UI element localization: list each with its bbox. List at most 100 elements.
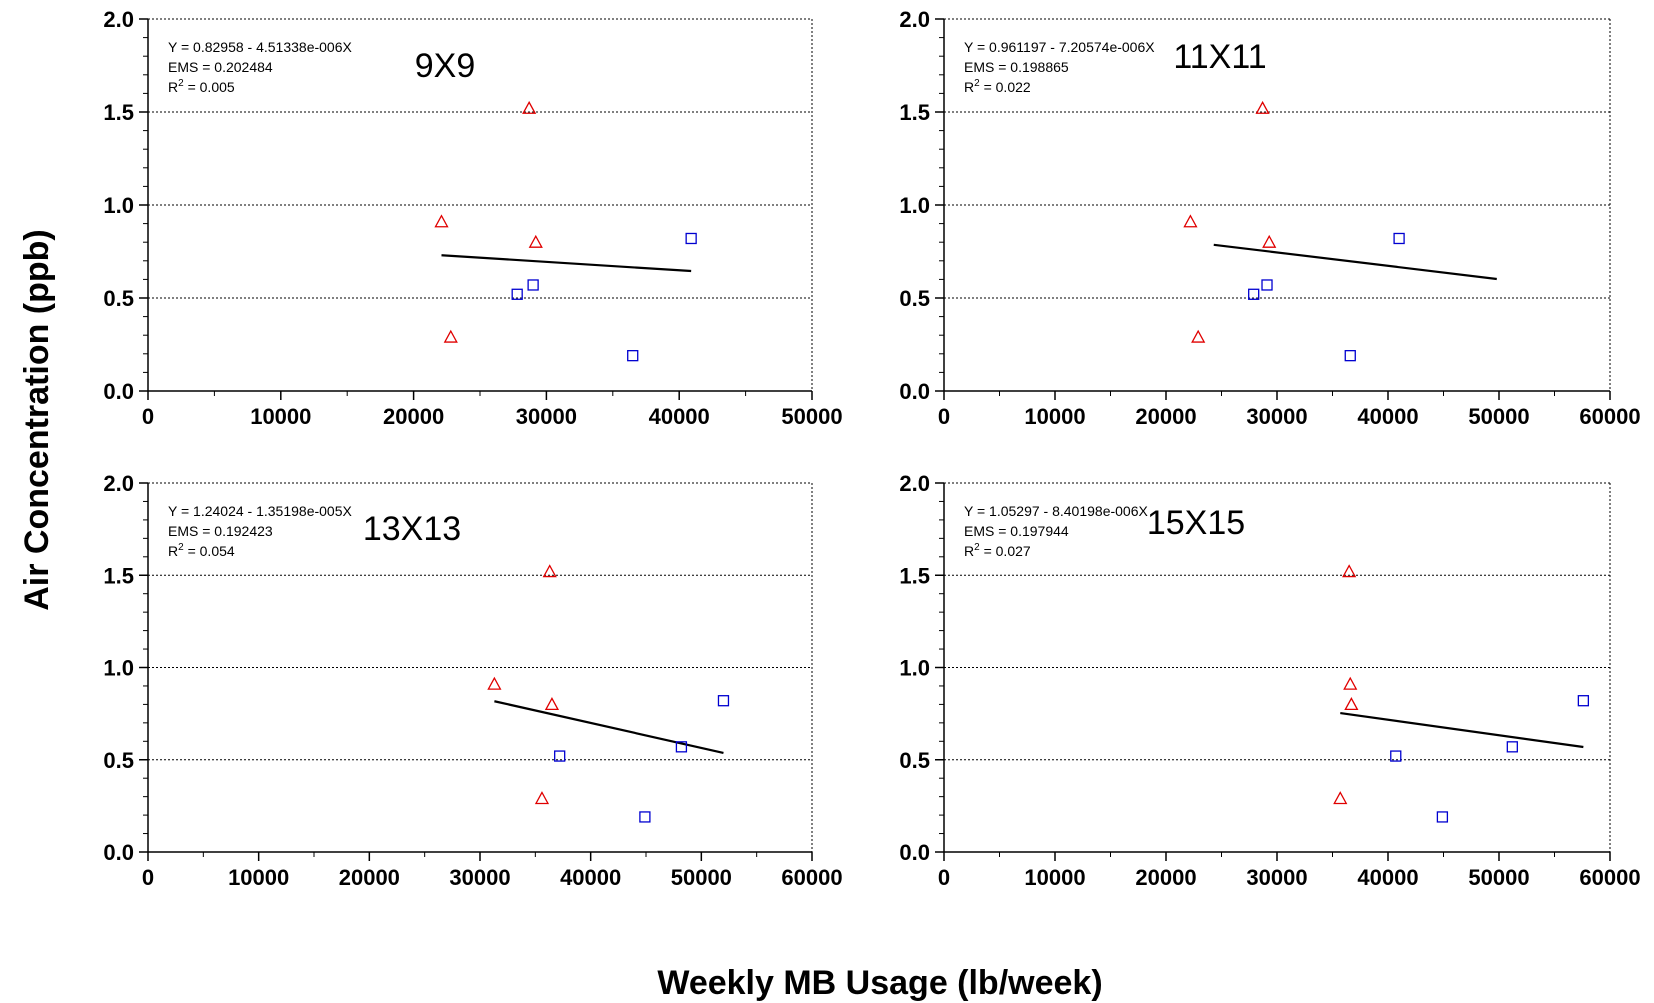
square-point [717,695,730,707]
triangle-point [1343,676,1358,690]
square-point [675,741,688,753]
y-tick-label: 0.5 [899,286,930,311]
x-tick-label: 20000 [339,865,400,890]
chart-panel-2: 0.0 0.5 1.0 1.5 2.0 0 10000 20000 30000 40000 5000… [899,7,1640,429]
y-tick-label: 1.0 [103,656,134,681]
y-tick-label: 0.5 [103,748,134,773]
chart-panel-4: 0.0 0.5 1.0 1.5 2.0 0 10000 20000 30000 40000 5000… [899,471,1640,890]
x-tick-label: 60000 [1579,865,1640,890]
chart-panel-3: 0.0 0.5 1.0 1.5 2.0 0 10000 20000 30000 40000 5000… [103,471,842,890]
y-axis-title: Air Concentration (ppb) [18,229,56,611]
regression-line [1340,711,1584,749]
y-tick-label: 2.0 [103,471,134,496]
square-point [527,279,539,291]
regression-line [1213,243,1497,281]
x-tick-label: 0 [142,404,154,429]
ems-value: EMS = 0.202484 [168,59,273,75]
panel-title: 15X15 [1147,504,1245,542]
triangle-point [542,564,557,578]
x-tick-label: 40000 [560,865,621,890]
panels: 0.0 0.5 1.0 1.5 2.0 0 10000 20000 30000 40000 5000… [103,7,1640,890]
r-squared-value: R2 = 0.027 [964,542,1031,559]
y-tick-label: 0.5 [899,748,930,773]
triangle-point [1342,564,1357,578]
triangle-point [487,676,502,690]
y-tick-label: 1.0 [899,656,930,681]
regression-line [494,700,724,754]
y-tick-label: 1.5 [103,100,134,125]
square-point [1436,811,1449,823]
x-tick-label: 50000 [1468,404,1529,429]
x-tick-label: 0 [142,865,154,890]
square-point [685,232,697,245]
y-tick-label: 0.0 [899,379,930,404]
regression-equation: Y = 0.961197 - 7.20574e-006X [964,39,1155,55]
x-tick-label: 40000 [1357,865,1418,890]
r-squared-value: R2 = 0.054 [168,542,235,559]
y-tick-label: 2.0 [899,7,930,32]
x-tick-label: 30000 [1246,865,1307,890]
x-tick-label: 50000 [1468,865,1529,890]
triangle-point [434,214,449,228]
x-tick-label: 40000 [649,404,710,429]
x-tick-label: 10000 [250,404,311,429]
square-point [627,350,639,362]
triangle-point [1333,791,1348,805]
x-tick-label: 10000 [1024,865,1085,890]
x-tick-label: 20000 [1135,865,1196,890]
square-point [511,288,523,300]
x-tick-label: 20000 [1135,404,1196,429]
x-tick-label: 30000 [449,865,510,890]
triangle-point [528,234,543,248]
x-tick-label: 10000 [1024,404,1085,429]
r-squared-value: R2 = 0.022 [964,78,1031,95]
triangle-point [1262,234,1277,248]
x-tick-label: 60000 [781,865,842,890]
y-tick-label: 1.0 [899,193,930,218]
y-tick-label: 2.0 [899,471,930,496]
x-tick-label: 60000 [1579,404,1640,429]
square-point [1393,232,1405,245]
triangle-point [443,329,458,343]
square-point [1390,750,1402,762]
panel-title: 11X11 [1173,38,1266,76]
ems-value: EMS = 0.192423 [168,523,273,539]
square-point [1344,350,1356,362]
y-tick-label: 0.5 [103,286,134,311]
square-point [1261,279,1273,291]
y-tick-label: 1.0 [103,193,134,218]
square-point [1248,288,1260,300]
x-tick-label: 20000 [383,404,444,429]
ems-value: EMS = 0.197944 [964,523,1069,539]
x-tick-label: 0 [938,404,950,429]
x-tick-label: 10000 [228,865,289,890]
regression-equation: Y = 1.05297 - 8.40198e-006X [964,503,1149,519]
chart-panel-1: 0.0 0.5 1.0 1.5 2.0 0 10000 20000 30000 40000 5000… [103,7,842,429]
x-tick-label: 0 [938,865,950,890]
triangle-point [1191,329,1206,343]
x-tick-label: 50000 [671,865,732,890]
ems-value: EMS = 0.198865 [964,59,1069,75]
regression-line [441,254,692,273]
panel-title: 9X9 [415,47,476,85]
y-tick-label: 1.5 [899,563,930,588]
triangle-point [534,791,550,805]
regression-equation: Y = 0.82958 - 4.51338e-006X [168,39,353,55]
regression-equation: Y = 1.24024 - 1.35198e-005X [168,503,353,519]
x-tick-label: 50000 [781,404,842,429]
square-point [554,750,566,762]
x-axis-title: Weekly MB Usage (lb/week) [657,964,1102,1002]
y-tick-label: 0.0 [899,840,930,865]
triangle-point [522,100,537,114]
square-point [639,811,651,823]
triangle-point [1183,214,1198,228]
y-tick-label: 0.0 [103,840,134,865]
y-tick-label: 1.5 [103,563,134,588]
y-tick-label: 0.0 [103,379,134,404]
triangle-point [544,697,560,711]
x-tick-label: 30000 [1246,404,1307,429]
triangle-point [1255,100,1270,114]
triangle-point [1344,697,1359,711]
y-tick-label: 2.0 [103,7,134,32]
